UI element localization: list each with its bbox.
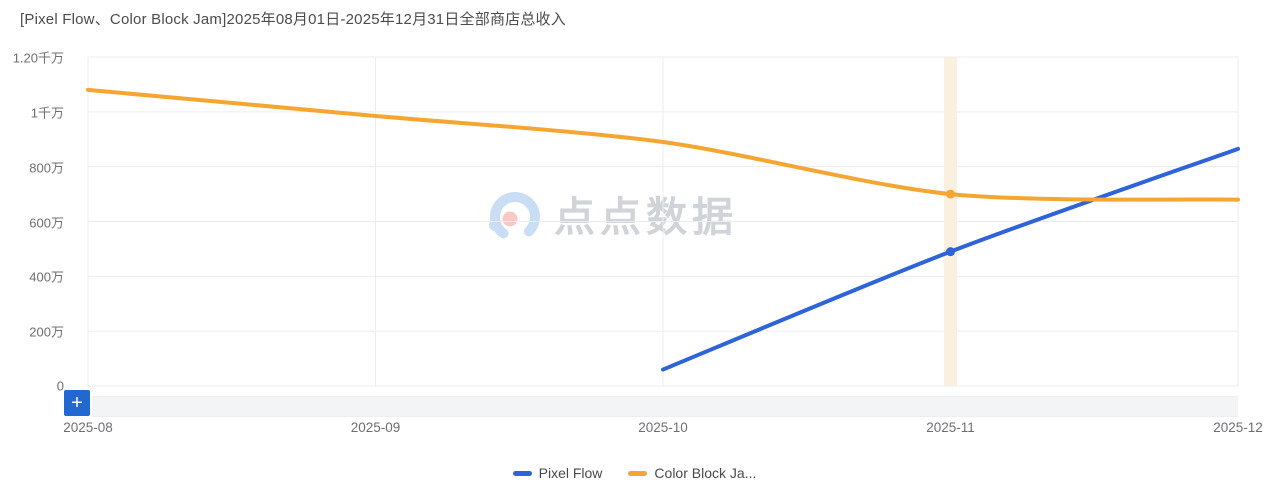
y-tick-label: 200万: [29, 324, 64, 340]
legend-label: Color Block Ja...: [654, 465, 757, 481]
y-tick-label: 800万: [29, 160, 64, 176]
color-block-jam-line: [86, 87, 1240, 202]
y-tick-label: 600万: [29, 215, 64, 230]
line-chart: [86, 56, 1240, 387]
x-tick-label: 2025-10: [638, 420, 688, 435]
legend: Pixel Flow Color Block Ja...: [0, 465, 1269, 481]
datazoom-track[interactable]: [92, 396, 1238, 417]
color-block-jam-marker-dot[interactable]: [946, 189, 955, 199]
diandian-logo-icon: [489, 192, 540, 242]
legend-item-color-block-ja[interactable]: Color Block Ja...: [628, 465, 756, 481]
x-tick-label: 2025-11: [926, 420, 975, 435]
x-tick-label: 2025-09: [350, 420, 401, 435]
pixel-flow-line: [661, 146, 1240, 372]
legend-line-icon: [628, 470, 648, 476]
legend-label: Pixel Flow: [538, 465, 603, 481]
watermark-text: 点点数据: [554, 193, 738, 240]
pixel-flow-marker-dot[interactable]: [946, 247, 955, 257]
watermark: 点点数据: [486, 188, 738, 246]
y-tick-label: 0: [56, 378, 64, 394]
x-tick-label: 2025-12: [1213, 420, 1263, 435]
legend-item-pixel-flow[interactable]: Pixel Flow: [512, 465, 603, 481]
y-tick-label: 1.20千万: [12, 50, 64, 66]
chart-title: [Pixel Flow、Color Block Jam]2025年08月01日-…: [20, 11, 566, 28]
highlight-band: [944, 57, 957, 386]
y-tick-label: 1千万: [30, 105, 64, 121]
y-tick-label: 400万: [29, 269, 64, 285]
add-button[interactable]: +: [64, 390, 90, 416]
legend-line-icon: [512, 470, 532, 476]
x-tick-label: 2025-08: [63, 420, 113, 435]
